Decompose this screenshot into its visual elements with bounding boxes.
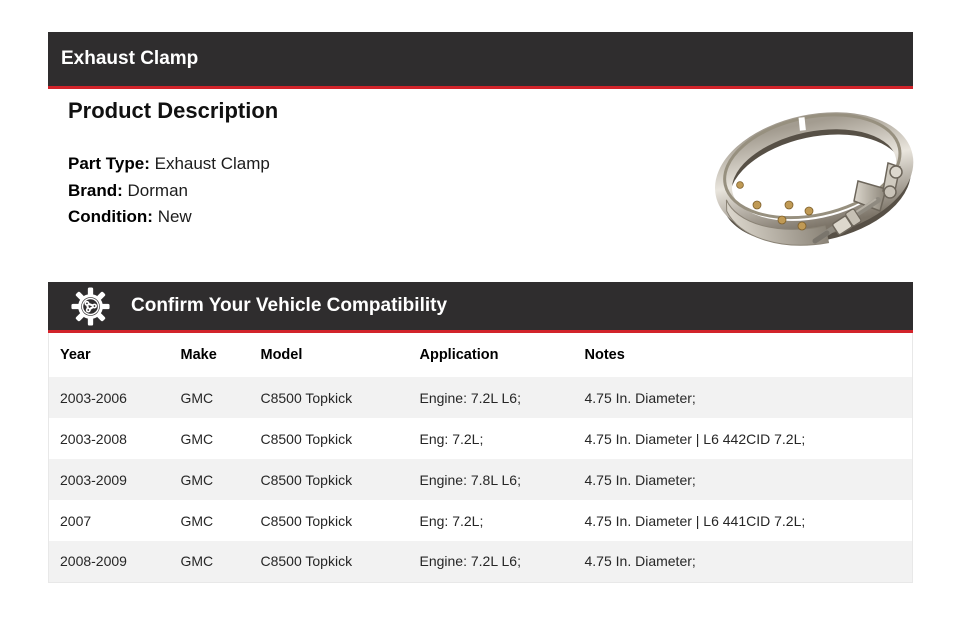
table-cell: Eng: 7.2L; — [419, 430, 484, 447]
field-brand-label: Brand: — [68, 180, 123, 200]
compat-table-head-row: Year Make Model Application Notes — [49, 333, 913, 377]
table-cell: 4.75 In. Diameter | L6 441CID 7.2L; — [584, 512, 806, 529]
column-header-model: Model — [260, 347, 303, 363]
product-title-bar: Exhaust Clamp — [48, 32, 913, 89]
table-cell: 4.75 In. Diameter; — [584, 471, 696, 488]
column-header-make: Make — [180, 347, 217, 363]
product-image — [710, 93, 920, 265]
field-part-type-label: Part Type: — [68, 154, 150, 173]
table-cell: 2008-2009 — [60, 553, 127, 570]
table-cell: C8500 Topkick — [260, 389, 353, 406]
table-cell: Engine: 7.8L L6; — [419, 471, 521, 488]
table-cell: 4.75 In. Diameter; — [584, 553, 696, 570]
column-header-application: Application — [419, 347, 499, 363]
description-heading: Product Description — [68, 98, 279, 123]
table-cell: C8500 Topkick — [260, 512, 353, 529]
table-cell: Eng: 7.2L; — [419, 512, 484, 529]
field-condition: Condition: New — [68, 204, 270, 231]
field-part-type-value: Exhaust Clamp — [154, 154, 270, 173]
field-condition-value: New — [157, 207, 192, 226]
table-row: 2008-2009 GMC C8500 Topkick Engine: 7.2L L6… — [48, 541, 913, 582]
table-row: 2003-2006 GMC C8500 Topkick Engine: 7.2L L6… — [48, 377, 913, 418]
table-cell: 2003-2006 — [60, 389, 127, 406]
table-row: 2003-2008 GMC C8500 Topkick Eng: 7.2L; 4.75 … — [49, 418, 913, 459]
field-condition-label: Condition: — [68, 207, 153, 226]
table-row: 2007 GMC C8500 Topkick Eng: 7.2L; 4.75 In. D… — [49, 500, 913, 541]
table-row: 2003-2009 GMC C8500 Topkick Engine: 7.8L L6… — [48, 459, 913, 500]
table-cell: 2003-2009 — [60, 471, 127, 488]
table-cell: Engine: 7.2L L6; — [419, 389, 521, 406]
product-title: Exhaust Clamp — [61, 48, 199, 69]
table-cell: GMC — [180, 430, 214, 447]
table-cell: GMC — [180, 389, 214, 406]
column-header-year: Year — [60, 347, 91, 363]
column-header-notes: Notes — [584, 347, 625, 363]
description-fields: Part Type: Exhaust Clamp Brand: Dorman C… — [68, 151, 270, 231]
table-cell: 2007 — [60, 512, 92, 529]
exhaust-clamp-photo — [715, 112, 914, 246]
compatibility-title: Confirm Your Vehicle Compatibility — [131, 295, 448, 316]
field-brand: Brand: Dorman — [68, 178, 270, 205]
compat-table-body: 2003-2006 GMC C8500 Topkick Engine: 7.2L L6… — [48, 377, 913, 582]
compatibility-table: Year Make Model Application Notes 2003-2006 G… — [48, 333, 913, 583]
table-cell: C8500 Topkick — [260, 430, 353, 447]
table-cell: GMC — [180, 553, 214, 570]
compatibility-title-bar: Confirm Your Vehicle Compatibility — [48, 282, 913, 333]
table-cell: 4.75 In. Diameter; — [584, 389, 696, 406]
compatibility-section: Confirm Your Vehicle Compatibility Year M… — [48, 282, 913, 583]
table-cell: Engine: 7.2L L6; — [419, 553, 521, 570]
field-brand-value: Dorman — [127, 180, 188, 200]
table-cell: GMC — [180, 512, 214, 529]
table-cell: GMC — [180, 471, 214, 488]
table-cell: C8500 Topkick — [260, 553, 353, 570]
table-cell: 2003-2008 — [60, 430, 127, 447]
table-cell: 4.75 In. Diameter | L6 442CID 7.2L; — [584, 430, 806, 447]
table-cell: C8500 Topkick — [260, 471, 353, 488]
field-part-type: Part Type: Exhaust Clamp — [68, 151, 270, 178]
gear-icon — [71, 286, 110, 326]
